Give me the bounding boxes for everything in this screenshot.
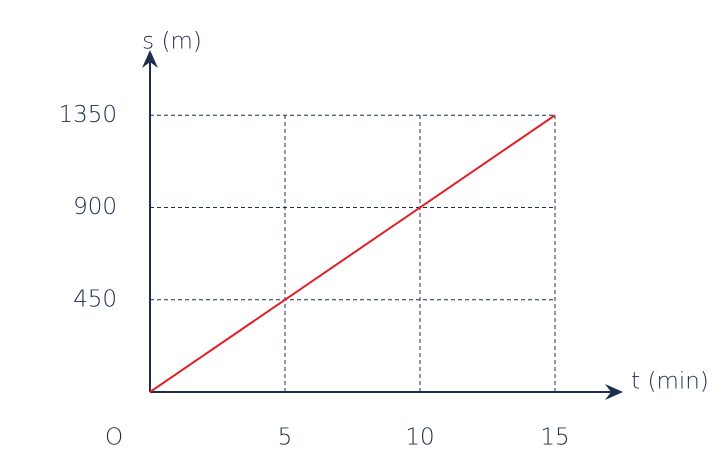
y-tick-label: 450 xyxy=(73,286,117,312)
y-tick-label: 900 xyxy=(73,194,117,220)
y-axis-label: s (m) xyxy=(142,29,202,55)
line xyxy=(149,114,556,393)
y-tick-label: 1350 xyxy=(58,102,117,128)
x-tick-label: 5 xyxy=(278,425,293,451)
origin-label: O xyxy=(105,425,123,451)
x-tick-label: 10 xyxy=(405,425,434,451)
x-axis-label: t (min) xyxy=(631,369,709,395)
x-tick-label: 15 xyxy=(540,425,569,451)
